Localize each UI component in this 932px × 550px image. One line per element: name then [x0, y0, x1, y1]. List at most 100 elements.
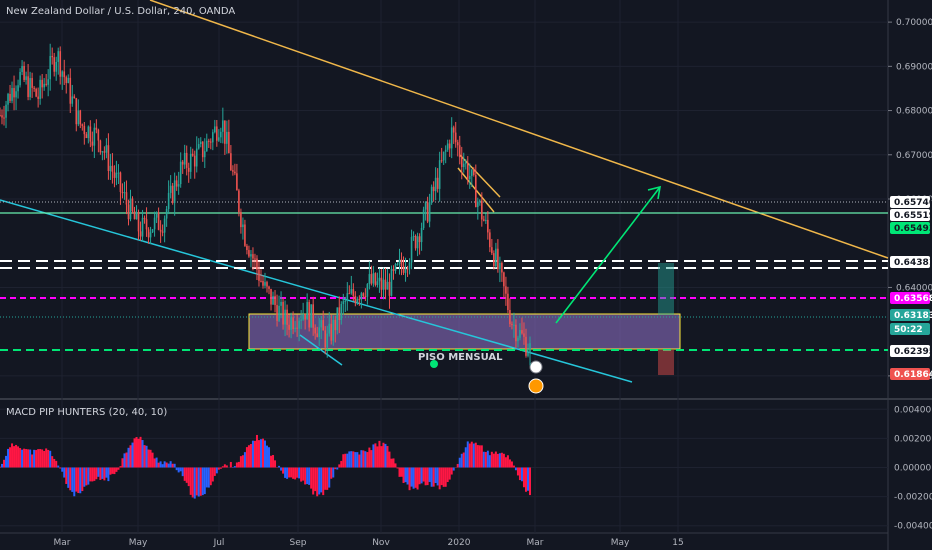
candle-body: [236, 173, 238, 191]
candle-body: [464, 162, 467, 164]
candle-body: [135, 211, 138, 220]
price-tag-label: 0.64381: [894, 258, 932, 268]
macd-bar: [520, 467, 523, 482]
macd-bar: [133, 438, 136, 468]
candle-body: [137, 211, 140, 232]
macd-bar: [298, 467, 301, 479]
candle-body: [177, 184, 180, 187]
candle-body: [414, 235, 417, 249]
y-tick-label: 0.67000: [896, 151, 932, 161]
macd-bar: [259, 439, 262, 468]
candle-body: [65, 77, 68, 84]
candle-body: [479, 200, 481, 202]
piso-mensual-label: PISO MENSUAL: [418, 352, 503, 363]
candle-body: [505, 286, 507, 294]
macd-bar: [420, 467, 423, 484]
candle-body: [378, 277, 381, 282]
macd-bar: [494, 451, 497, 468]
macd-y-tick-label: 0.00000: [894, 464, 931, 474]
candle-body: [171, 185, 174, 203]
macd-bar: [482, 451, 485, 468]
candle-body: [220, 131, 222, 138]
candle-body: [477, 201, 479, 208]
candle-body: [298, 320, 300, 329]
macd-bar: [239, 456, 242, 468]
macd-bar: [366, 452, 369, 468]
candle-body: [426, 202, 429, 222]
stop-box: [658, 350, 674, 375]
macd-bar: [47, 449, 50, 468]
candle-body: [13, 88, 15, 98]
macd-bar: [203, 467, 206, 495]
candle-body: [330, 323, 333, 341]
candle-body: [268, 286, 270, 289]
macd-bar: [506, 455, 509, 468]
candle-body: [358, 298, 361, 300]
macd-bar: [360, 450, 363, 468]
candle-body: [336, 307, 339, 331]
macd-bar: [131, 442, 134, 468]
macd-bar: [416, 467, 419, 490]
macd-bar: [332, 467, 335, 478]
candle-body: [314, 327, 316, 334]
candle-body: [53, 57, 56, 72]
macd-bar: [430, 467, 433, 487]
macd-bar: [87, 467, 90, 485]
macd-bar: [135, 437, 138, 468]
candle-body: [302, 313, 304, 320]
macd-bar: [364, 451, 367, 468]
macd-bar: [266, 445, 269, 468]
candle-body: [334, 319, 337, 331]
candle-body: [252, 254, 254, 259]
candle-body: [37, 96, 39, 99]
candle-body: [47, 79, 49, 85]
macd-bar: [93, 467, 96, 481]
macd-bar: [29, 449, 32, 468]
macd-bar: [49, 450, 52, 468]
candle-body: [420, 228, 423, 243]
candle-body: [209, 141, 212, 143]
candle-body: [454, 132, 457, 143]
macd-bar: [261, 438, 264, 468]
macd-bar: [462, 452, 465, 468]
macd-bar: [490, 451, 493, 468]
candle-body: [412, 235, 415, 238]
macd-bar: [358, 454, 361, 468]
macd-bar: [51, 456, 54, 468]
candle-body: [85, 134, 88, 139]
candle-body: [278, 305, 280, 321]
x-tick-label: Mar: [527, 538, 544, 548]
macd-bar: [189, 467, 192, 495]
candle-body: [175, 180, 178, 187]
candle-body: [356, 298, 359, 303]
candle-body: [424, 202, 427, 210]
macd-bar: [7, 448, 10, 468]
macd-bar: [388, 451, 391, 468]
macd-bar: [326, 467, 329, 490]
channel-line: [459, 154, 501, 198]
candle-body: [125, 192, 128, 205]
price-tag-label: 0.65746: [894, 198, 932, 208]
candle-body: [240, 212, 242, 228]
candle-body: [89, 126, 92, 142]
macd-bar: [274, 460, 277, 468]
macd-bar: [245, 447, 248, 468]
macd-bar: [69, 467, 72, 491]
macd-bar: [348, 451, 351, 468]
candle-body: [300, 319, 302, 321]
candle-body: [507, 293, 509, 310]
candle-body: [201, 141, 204, 158]
candle-body: [193, 155, 196, 167]
candle-body: [398, 259, 401, 265]
candle-body: [129, 198, 132, 220]
macd-bar: [139, 436, 142, 468]
price-tag: [890, 196, 930, 208]
macd-bar: [167, 463, 170, 468]
macd-bar: [111, 467, 114, 474]
candle-body: [493, 253, 495, 267]
macd-bar: [376, 446, 379, 468]
candle-body: [495, 248, 497, 267]
macd-bar: [294, 467, 297, 480]
candle-body: [107, 145, 110, 171]
